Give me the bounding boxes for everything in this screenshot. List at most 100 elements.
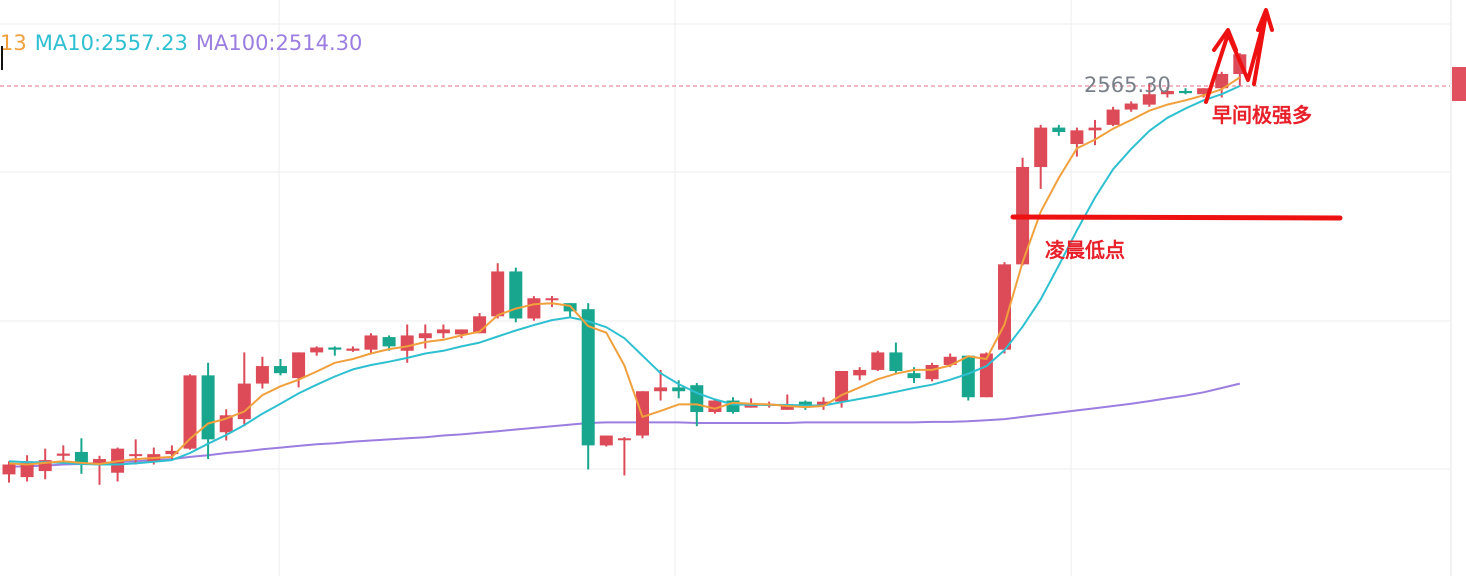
candle-body xyxy=(274,366,287,374)
candle-body xyxy=(183,375,197,449)
candle-body xyxy=(56,453,70,456)
candle xyxy=(274,358,287,376)
candle xyxy=(654,369,668,401)
ma10-line xyxy=(8,85,1241,466)
ma100-line xyxy=(8,382,1241,468)
candle xyxy=(581,303,595,470)
candle-body xyxy=(599,435,613,446)
candle xyxy=(780,394,794,410)
candle xyxy=(255,356,269,389)
candle xyxy=(617,437,631,476)
candle-body xyxy=(527,298,541,319)
candle-body xyxy=(491,271,505,317)
candle xyxy=(38,448,52,480)
last-price-label: 2565.30 xyxy=(1084,73,1171,97)
candle-body xyxy=(726,400,740,413)
candle-body xyxy=(93,459,106,465)
annotation-morning-strong: 早间极强多 xyxy=(1212,103,1312,127)
candle-body xyxy=(979,353,993,398)
candle xyxy=(1034,124,1048,189)
projection-arrows xyxy=(1204,8,1274,104)
candle-body xyxy=(509,271,523,319)
candle xyxy=(1142,83,1156,107)
candles-series xyxy=(2,53,1247,485)
candle xyxy=(599,435,613,447)
candle-body xyxy=(961,355,975,398)
candle xyxy=(328,346,342,356)
candle-body xyxy=(1160,90,1174,95)
candle-body xyxy=(310,347,324,353)
annotation-dawn-low: 凌晨低点 xyxy=(1045,238,1125,262)
candle-body xyxy=(853,369,867,376)
ma-fast-series xyxy=(8,76,1241,466)
candle-body xyxy=(364,335,378,350)
candle-body xyxy=(708,400,722,413)
candle xyxy=(509,267,523,323)
candle xyxy=(961,355,975,401)
candle-body xyxy=(798,401,812,405)
candle-body xyxy=(255,366,269,384)
candle xyxy=(853,367,867,381)
candle-body xyxy=(1106,109,1120,125)
candle-body xyxy=(617,438,631,441)
candle-body xyxy=(871,352,885,370)
candle-body xyxy=(237,383,251,420)
candle-body xyxy=(382,337,396,347)
legend-ma100: MA100:2514.30 xyxy=(195,31,363,55)
candle xyxy=(1088,119,1102,146)
candle xyxy=(183,374,197,450)
candle xyxy=(708,399,722,414)
price-axis-tag xyxy=(1452,67,1466,101)
candle xyxy=(2,461,16,483)
support-line-marker xyxy=(1010,214,1343,221)
candle-body xyxy=(817,401,830,405)
candle-body xyxy=(1124,103,1138,110)
candle-body xyxy=(925,364,939,380)
candle xyxy=(817,397,830,410)
crosshair-cursor xyxy=(1,46,3,70)
candle-body xyxy=(1179,90,1192,94)
candle xyxy=(889,342,903,375)
candle-body xyxy=(998,264,1011,350)
candle xyxy=(491,263,505,319)
candle xyxy=(418,324,432,349)
candle-body xyxy=(129,454,143,457)
candle xyxy=(455,329,468,339)
candle xyxy=(292,352,306,388)
candle-body xyxy=(2,464,16,475)
candle xyxy=(1124,101,1138,112)
candle-body xyxy=(201,375,215,440)
ma-legend: 13 MA10:2557.23 MA100:2514.30 xyxy=(0,31,370,55)
ma-fast-line xyxy=(8,76,1241,466)
candle xyxy=(1070,127,1084,157)
candle xyxy=(74,438,88,474)
ma100-series xyxy=(8,382,1241,468)
candle-body xyxy=(1088,127,1102,131)
candle xyxy=(237,352,251,427)
candle-body xyxy=(943,356,957,365)
candle xyxy=(310,346,324,356)
candle-body xyxy=(744,404,758,408)
candle-body xyxy=(636,391,649,436)
candle xyxy=(726,397,740,414)
candle-body xyxy=(292,352,306,379)
candle-body xyxy=(400,335,414,351)
candle xyxy=(436,324,450,339)
candle xyxy=(1052,124,1066,136)
legend-ma-fast: 13 xyxy=(0,31,27,55)
candle xyxy=(346,346,360,352)
candle xyxy=(545,296,559,308)
candle-body xyxy=(165,450,179,455)
candle xyxy=(871,350,885,371)
candle-body xyxy=(1034,127,1048,167)
candle-body xyxy=(780,404,794,410)
candle-body xyxy=(328,347,342,350)
candle xyxy=(20,455,34,482)
candle-body xyxy=(1070,130,1084,145)
candle xyxy=(93,455,106,485)
candle-body xyxy=(581,309,595,446)
candle-body xyxy=(346,348,360,351)
candle-body xyxy=(690,385,704,413)
